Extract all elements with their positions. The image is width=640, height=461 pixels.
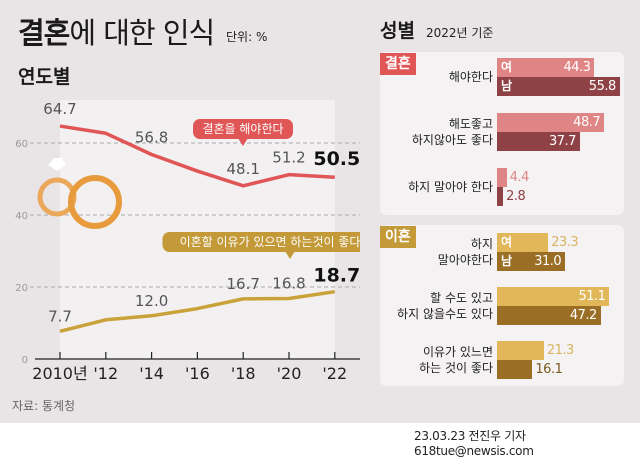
marriage-value-label: 37.7 xyxy=(548,134,576,149)
divorce-line xyxy=(59,289,336,333)
marriage-series-bubble xyxy=(193,119,293,139)
divorce-value-label: 21.3 xyxy=(546,343,574,358)
wedding-rings-icon xyxy=(37,158,122,229)
divorce-male-bar xyxy=(497,360,533,379)
divorce-value-label: 23.3 xyxy=(551,235,579,250)
marriage-line xyxy=(59,124,335,188)
divorce-male-bar xyxy=(497,306,601,325)
marriage-series-bubble-tail xyxy=(238,138,248,146)
x-tick-label: '22 xyxy=(322,364,347,383)
marriage-value-label: 48.7 xyxy=(573,115,601,130)
marriage-male-bar xyxy=(497,77,620,96)
marriage-male-bar xyxy=(497,187,504,206)
marriage-category-label: 해도좋고 하지않아도 좋다 xyxy=(411,117,493,147)
yearly-subtitle: 연도별 xyxy=(18,66,71,88)
x-tick-label: 2010년 xyxy=(32,364,87,383)
marriage-series-label: 결혼을 해야한다 xyxy=(202,122,283,136)
divorce-female-bar xyxy=(497,233,549,252)
yearly-line-chart: 0 20 40 60 2010년 '12 '14 '16 '18 '20 '22 64.7 56.8 48… xyxy=(15,100,360,383)
divorce-series-bubble xyxy=(162,232,360,252)
data-label: 56.8 xyxy=(135,129,168,147)
x-tick-label: '12 xyxy=(93,364,118,383)
data-label: 64.7 xyxy=(43,100,76,118)
y-tick-label: 0 xyxy=(22,355,28,366)
page-title: 결혼에 대한 인식 xyxy=(18,10,215,52)
data-label: 16.7 xyxy=(226,275,259,293)
divorce-value-label: 31.0 xyxy=(534,254,562,269)
marriage-tag: 결혼 xyxy=(380,53,416,75)
marriage-value-label: 55.8 xyxy=(588,79,616,94)
divorce-value-label: 16.1 xyxy=(535,362,563,377)
x-tick-label: '14 xyxy=(139,364,164,383)
divorce-female-bar xyxy=(497,341,544,360)
divorce-value-label: 51.1 xyxy=(578,289,606,304)
divorce-male-bar xyxy=(497,252,566,271)
x-tick-label: '20 xyxy=(277,364,302,383)
data-label: 51.2 xyxy=(272,149,305,167)
marriage-value-label: 44.3 xyxy=(563,60,591,75)
divorce-series-label: 이혼할 이유가 있으면 하는것이 좋다 xyxy=(180,235,360,249)
divorce-category-label: 하지 말아야한다 xyxy=(437,237,493,267)
data-label: 50.5 xyxy=(313,148,360,170)
divorce-tag: 이혼 xyxy=(380,226,416,248)
credit-line: 23.03.23 전진우 기자 618tue@newsis.com xyxy=(414,429,534,458)
marriage-category-label: 해야한다 xyxy=(448,70,493,84)
marriage-value-label: 4.4 xyxy=(509,170,530,185)
data-label: 12.0 xyxy=(135,292,168,310)
title-bold: 결혼 xyxy=(18,16,70,50)
unit-label: 단위: % xyxy=(226,30,268,44)
marriage-female-bar xyxy=(497,113,605,132)
data-label: 18.7 xyxy=(313,265,360,287)
marriage-male-tag: 남 xyxy=(501,79,513,93)
divorce-series-bubble-tail xyxy=(285,251,295,259)
marriage-female-bar xyxy=(497,58,595,77)
y-tick-label: 40 xyxy=(15,211,28,222)
marriage-female-bar xyxy=(497,168,507,187)
data-label: 7.7 xyxy=(48,307,72,325)
x-tick-label: '18 xyxy=(231,364,256,383)
gender-subtitle: 성별 xyxy=(380,20,415,42)
divorce-male-tag: 남 xyxy=(501,254,513,268)
divorce-female-bar xyxy=(497,287,610,306)
y-tick-label: 60 xyxy=(15,139,28,150)
divorce-female-tag: 여 xyxy=(501,235,513,249)
gender-subtitle-note: 2022년 기준 xyxy=(426,26,494,40)
x-tick-label: '16 xyxy=(185,364,210,383)
divorce-value-label: 47.2 xyxy=(569,308,597,323)
marriage-category-label: 하지 말아야 한다 xyxy=(408,180,493,194)
marriage-value-label: 2.8 xyxy=(506,189,526,204)
data-label: 48.1 xyxy=(226,160,259,178)
marriage-female-tag: 여 xyxy=(501,60,513,74)
y-tick-label: 20 xyxy=(15,283,28,294)
data-label: 16.8 xyxy=(272,275,305,293)
source-label: 자료: 통계청 xyxy=(12,399,76,413)
divorce-category-label: 할 수도 있고 하지 않을수도 있다 xyxy=(397,291,493,321)
marriage-male-bar xyxy=(497,132,580,151)
title-rest: 에 대한 인식 xyxy=(69,16,215,50)
divorce-category-label: 이유가 있느면 하는 것이 좋다 xyxy=(419,345,493,375)
